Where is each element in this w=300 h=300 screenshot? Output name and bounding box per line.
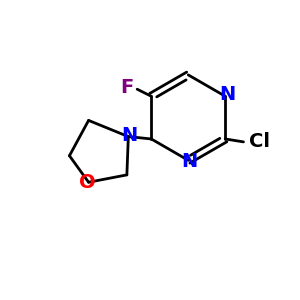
Text: Cl: Cl: [249, 132, 270, 152]
Text: N: N: [182, 152, 198, 171]
Text: N: N: [219, 85, 236, 104]
Text: O: O: [79, 173, 95, 192]
Text: N: N: [121, 126, 137, 145]
Text: F: F: [120, 78, 134, 97]
